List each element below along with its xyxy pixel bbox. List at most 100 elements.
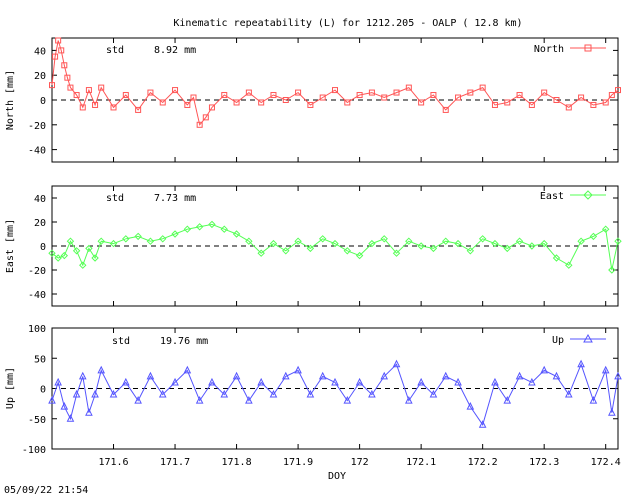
x-tick-label: 171.7 — [160, 457, 190, 468]
east-y-tick-label: 20 — [34, 218, 46, 229]
east-y-tick-label: 40 — [34, 194, 46, 205]
north-data-point — [190, 94, 197, 101]
up-data-point — [66, 414, 75, 422]
up-data-point — [48, 395, 56, 404]
up-std-label: std — [112, 336, 130, 347]
up-plot-area: -100 -50 0 50 100 171.6 171.7 171.8 171.9 172 172.… — [22, 324, 622, 468]
north-data-point — [52, 53, 59, 60]
up-data-point — [245, 395, 253, 404]
up-data-point — [589, 395, 598, 404]
east-data-point — [552, 254, 561, 262]
north-data-point — [491, 101, 498, 108]
north-std-value: 8.92 mm — [154, 45, 196, 56]
east-data-point — [282, 247, 290, 255]
north-data-point — [516, 92, 523, 99]
east-data-point — [171, 230, 179, 238]
east-y-tick-label: -20 — [28, 266, 46, 277]
east-data-point — [429, 244, 438, 253]
east-data-point — [331, 239, 339, 248]
up-data-point — [601, 365, 610, 374]
up-data-point — [614, 371, 622, 380]
x-tick-label: 172 — [351, 457, 369, 468]
east-data-point — [318, 235, 327, 243]
north-data-point — [578, 94, 585, 101]
up-data-point — [85, 408, 93, 416]
east-data-point — [577, 237, 585, 245]
up-data-point — [515, 371, 524, 380]
north-series-line — [51, 40, 619, 126]
x-tick-label: 171.6 — [98, 457, 128, 468]
east-data-point — [232, 230, 241, 238]
east-data-point — [392, 249, 401, 257]
north-data-point — [67, 84, 74, 91]
north-data-point — [344, 99, 351, 106]
up-data-point — [503, 395, 512, 404]
north-data-point — [356, 92, 363, 99]
east-data-point — [183, 225, 192, 233]
up-data-point — [577, 359, 585, 368]
up-data-point — [343, 395, 352, 404]
east-data-point — [343, 247, 352, 255]
up-data-point — [171, 377, 179, 386]
east-data-point — [195, 223, 204, 231]
north-y-tick-label: 0 — [40, 96, 46, 107]
north-data-point — [430, 92, 437, 99]
north-data-point — [61, 62, 68, 69]
up-data-point — [478, 420, 487, 428]
east-data-point — [417, 242, 425, 250]
east-data-point — [515, 237, 524, 245]
up-data-point — [392, 359, 401, 368]
up-data-point — [466, 402, 475, 410]
east-data-point — [442, 237, 450, 245]
east-y-tick-label: 0 — [40, 242, 46, 253]
north-data-point — [455, 94, 462, 101]
north-data-point — [565, 104, 572, 111]
east-data-point — [306, 244, 315, 253]
east-data-point — [97, 237, 105, 245]
north-data-point — [58, 47, 65, 54]
x-tick-label: 172.3 — [529, 457, 559, 468]
east-data-point — [146, 237, 155, 245]
up-data-point — [454, 377, 462, 386]
east-plot-area: -40 -20 0 20 40 — [28, 186, 622, 306]
up-data-point — [417, 377, 425, 386]
north-y-tick-label: -40 — [28, 146, 46, 157]
east-data-point — [478, 235, 487, 243]
north-data-point — [418, 99, 425, 106]
east-data-point — [540, 239, 548, 248]
up-data-point — [220, 389, 229, 398]
north-data-point — [393, 89, 400, 96]
north-data-point — [79, 104, 86, 111]
north-data-point — [92, 101, 99, 108]
north-data-point — [541, 89, 548, 96]
north-plot-area: -40 -20 0 20 40 — [28, 37, 621, 162]
up-data-point — [134, 395, 142, 404]
north-data-point — [202, 114, 209, 121]
x-axis-label: DOY — [328, 471, 346, 482]
north-data-point — [504, 99, 511, 106]
east-data-point — [601, 225, 610, 233]
north-data-point — [553, 97, 560, 103]
up-data-point — [97, 365, 106, 374]
up-data-point — [528, 377, 536, 386]
x-tick-label: 171.8 — [222, 457, 252, 468]
east-std-value: 7.73 mm — [154, 193, 196, 204]
east-data-point — [66, 237, 75, 245]
up-data-point — [306, 389, 315, 398]
up-data-point — [122, 377, 130, 386]
up-std-value: 19.76 mm — [160, 336, 208, 347]
north-data-point — [49, 82, 55, 89]
up-data-point — [72, 389, 81, 398]
up-data-point — [183, 365, 192, 374]
east-std-label: std — [106, 193, 124, 204]
up-y-tick-label: -50 — [28, 415, 46, 426]
up-data-point — [294, 365, 302, 374]
north-data-point — [73, 92, 80, 99]
north-data-point — [135, 106, 142, 113]
north-data-point — [307, 101, 314, 108]
east-data-point — [589, 232, 598, 241]
north-data-point — [196, 121, 203, 128]
x-tick-label: 172.1 — [406, 457, 436, 468]
up-data-point — [78, 371, 87, 380]
north-data-point — [208, 104, 215, 111]
